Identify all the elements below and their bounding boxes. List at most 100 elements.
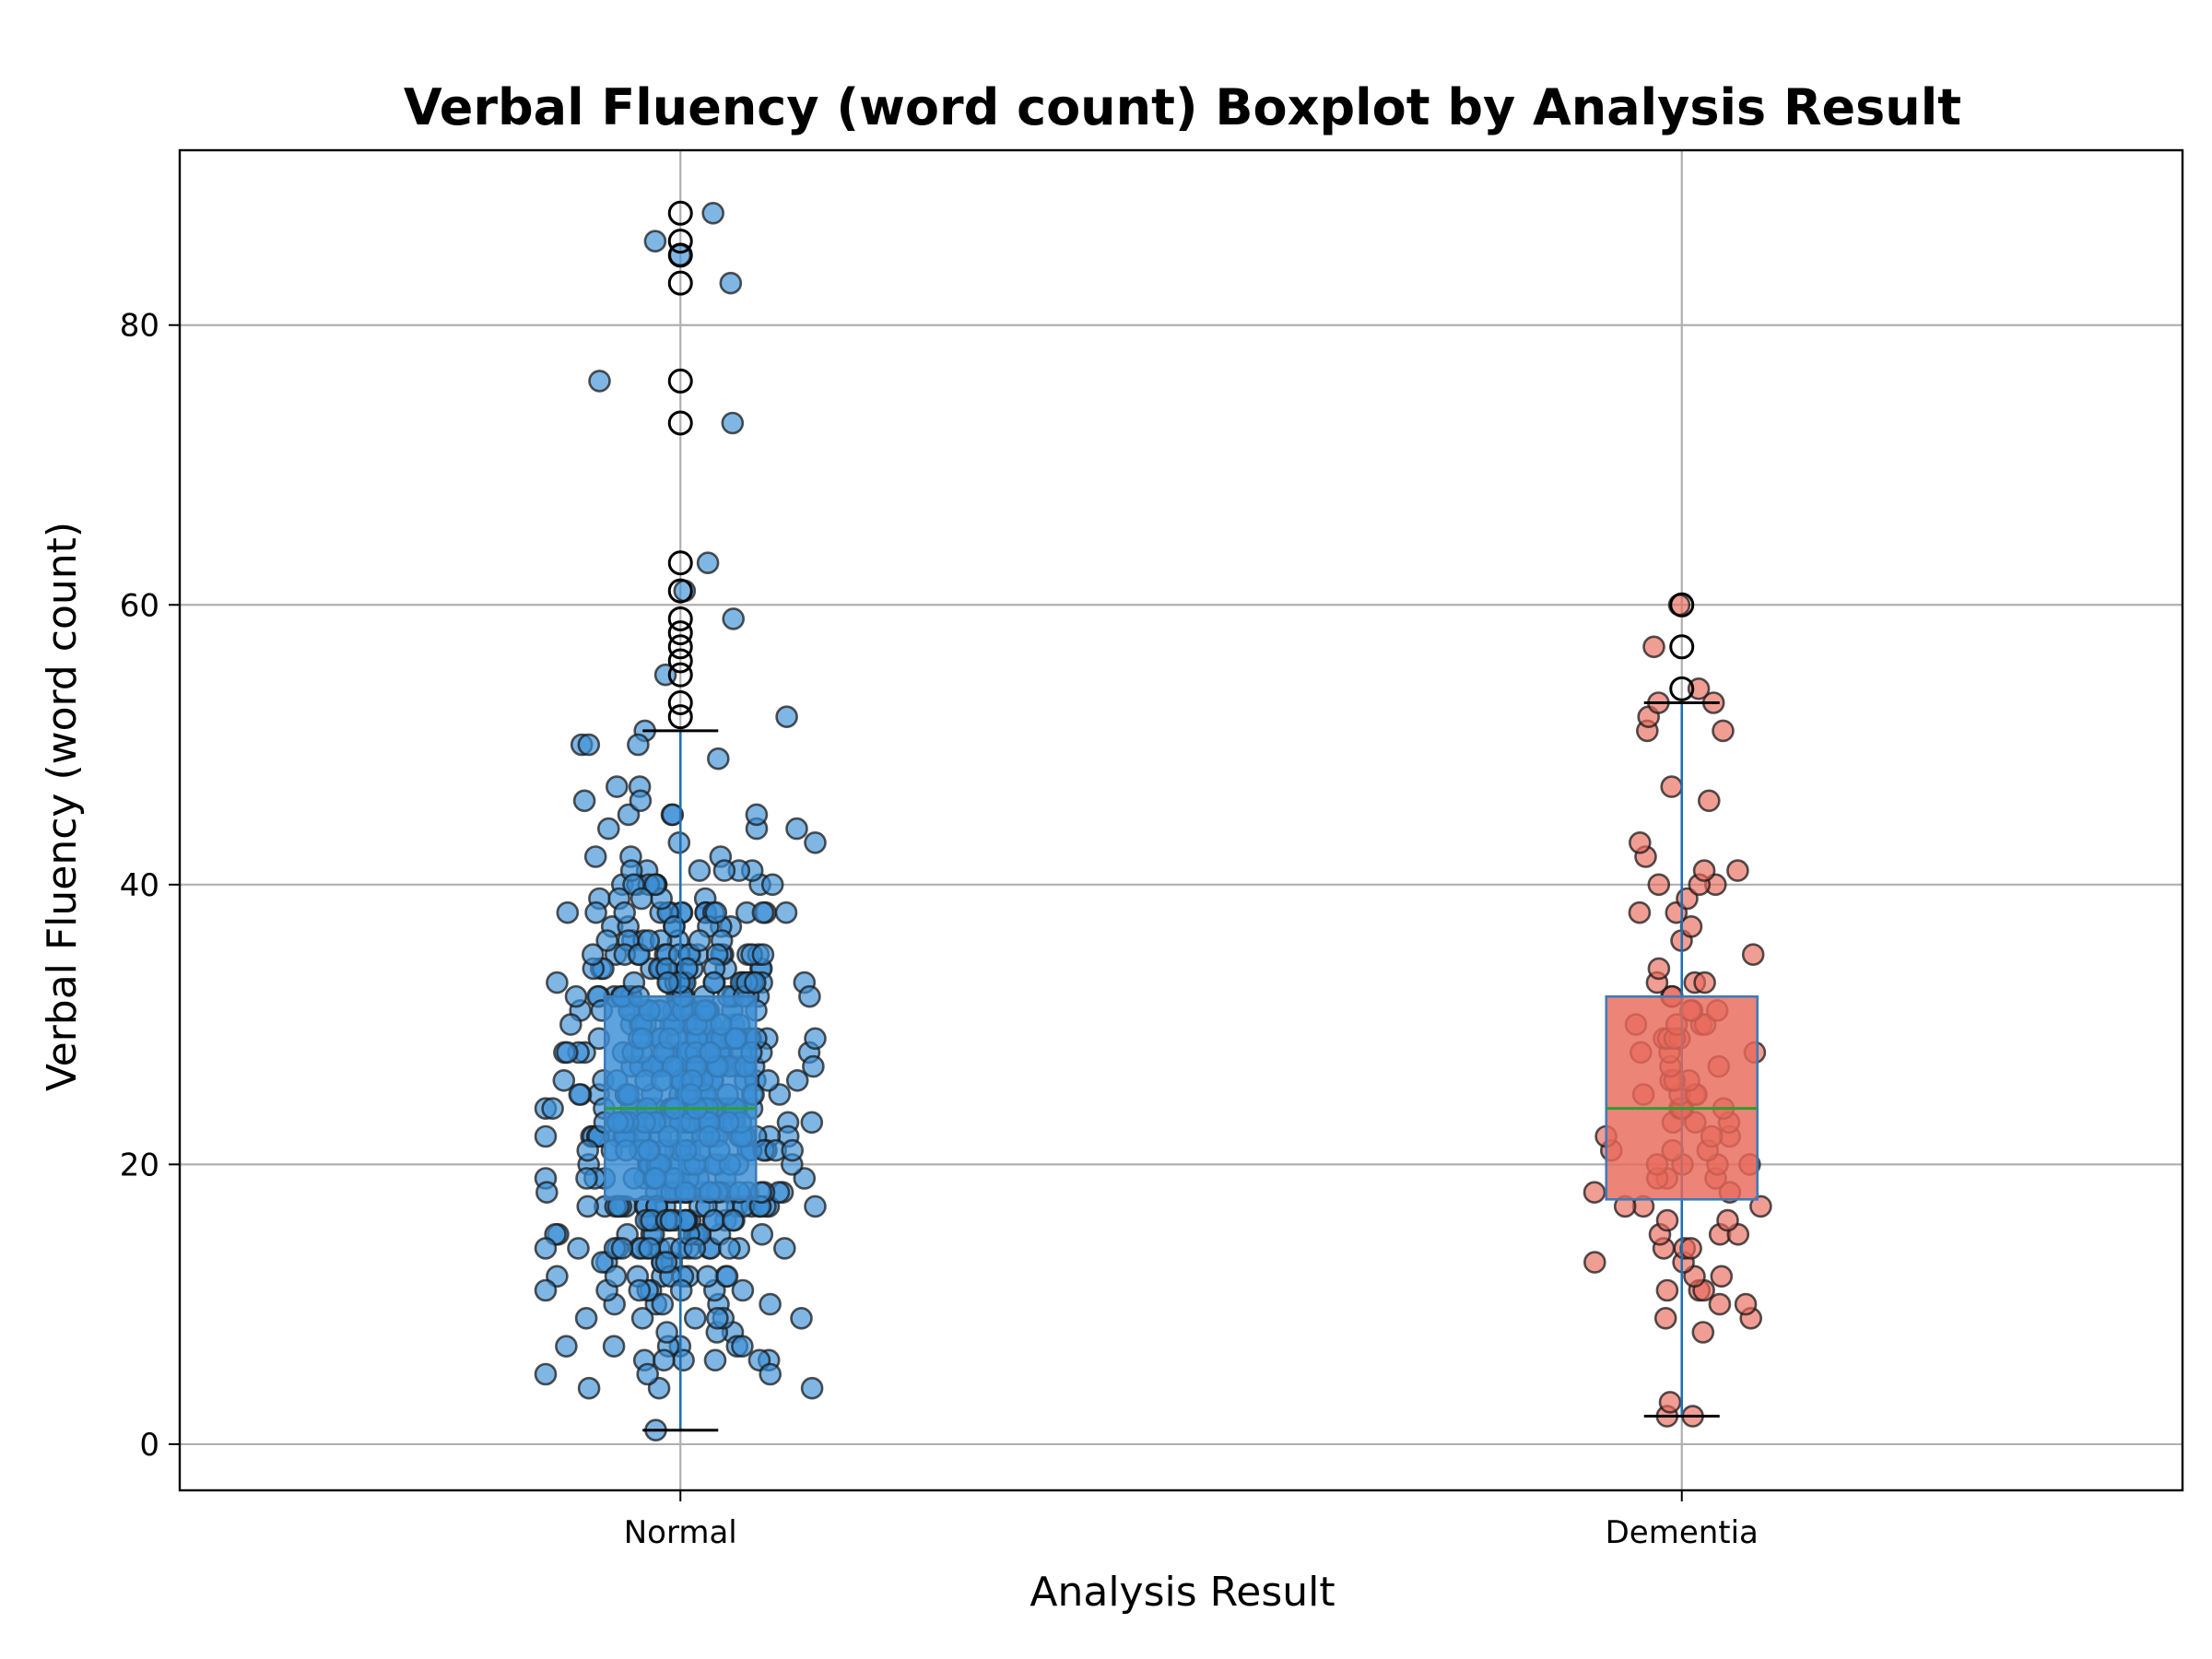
outlier-marker (1669, 676, 1695, 701)
data-point-dementia (1583, 1181, 1606, 1204)
data-point-normal (790, 1307, 813, 1330)
data-point-normal (760, 873, 784, 897)
data-point-dementia (1658, 1391, 1682, 1414)
points-layer (534, 202, 1772, 1441)
outlier-marker (667, 634, 693, 660)
data-point-normal (564, 984, 588, 1008)
data-point-dementia (1698, 789, 1721, 813)
data-point-normal (552, 1069, 576, 1092)
data-point-normal (798, 984, 821, 1008)
data-point-dementia (1710, 1265, 1734, 1288)
data-point-normal (534, 1237, 558, 1260)
data-point-normal (750, 1223, 774, 1246)
data-point-normal (605, 775, 629, 798)
data-point-normal (534, 1362, 558, 1386)
data-point-normal (721, 411, 745, 435)
outlier-marker (667, 550, 693, 576)
data-point-dementia (1655, 1278, 1679, 1302)
data-point-dementia (1583, 1251, 1606, 1274)
data-point-normal (572, 789, 596, 813)
data-point-normal (721, 1208, 745, 1232)
data-point-normal (588, 370, 611, 393)
outlier-marker (667, 606, 693, 631)
data-point-dementia (1679, 1237, 1702, 1260)
data-point-normal (759, 1362, 782, 1386)
data-point-dementia (1712, 719, 1735, 743)
data-point-normal (541, 1097, 564, 1120)
data-point-normal (785, 817, 808, 841)
data-point-normal (577, 1376, 601, 1400)
data-point-normal (654, 1251, 678, 1274)
data-point-normal (636, 1362, 660, 1386)
data-point-dementia (1749, 1194, 1772, 1218)
x-tick-label: Dementia (1606, 1514, 1759, 1551)
data-point-normal (584, 900, 607, 924)
grid-layer (180, 150, 2183, 1490)
data-point-normal (534, 1124, 558, 1148)
data-point-dementia (1734, 1292, 1758, 1316)
outlier-marker (1669, 634, 1695, 660)
data-point-normal (800, 1111, 824, 1135)
data-point-dementia (1691, 1321, 1715, 1344)
data-point-normal (774, 900, 798, 924)
data-point-normal (546, 971, 569, 994)
data-point-normal (576, 1138, 600, 1162)
data-point-normal (643, 873, 667, 897)
data-point-dementia (1692, 859, 1716, 882)
data-point-normal (629, 887, 653, 911)
axis-layer: 0 20 40 60 80 Normal Dementia (120, 148, 2184, 1551)
data-point-normal (804, 1194, 827, 1218)
outlier-marker (1669, 592, 1695, 618)
data-point-normal (655, 1321, 678, 1344)
data-point-normal (745, 803, 769, 827)
data-point-normal (559, 1013, 582, 1036)
data-point-normal (702, 1208, 726, 1232)
y-axis-title: Verbal Fluency (word count) (39, 522, 86, 1091)
box-iqr-dementia (1605, 994, 1759, 1201)
data-point-normal (627, 733, 650, 757)
outlier-marker (667, 270, 693, 296)
data-point-normal (581, 943, 605, 966)
data-point-normal (731, 1335, 754, 1358)
data-point-normal (804, 830, 827, 854)
data-point-normal (602, 1335, 626, 1358)
data-point-normal (772, 1237, 796, 1260)
data-point-normal (757, 1069, 780, 1092)
data-point-normal (704, 900, 728, 924)
data-point-normal (659, 1208, 683, 1232)
data-point-normal (688, 929, 712, 952)
data-point-dementia (1741, 943, 1765, 966)
data-point-normal (653, 1348, 676, 1372)
data-point-normal (759, 1292, 782, 1316)
data-point-normal (575, 1167, 598, 1190)
y-tick-label: 20 (120, 1147, 159, 1183)
data-point-normal (751, 943, 775, 966)
data-point-normal (781, 1138, 805, 1162)
box-layer (603, 200, 1759, 1432)
y-tick-label: 80 (120, 308, 159, 345)
outlier-marker (667, 704, 693, 730)
data-point-normal (535, 1181, 559, 1204)
data-point-normal (556, 1041, 579, 1065)
data-point-normal (706, 1307, 729, 1330)
data-point-normal (556, 900, 580, 924)
data-point-normal (731, 1278, 755, 1302)
data-point-dementia (1655, 1208, 1679, 1232)
outlier-marker (667, 620, 693, 646)
x-tick-label: Normal (624, 1514, 737, 1551)
x-axis-title: Analysis Result (1030, 1569, 1335, 1616)
data-point-dementia (1647, 873, 1671, 897)
data-point-dementia (1660, 775, 1683, 798)
data-point-normal (706, 747, 730, 771)
outlier-marker (667, 648, 693, 674)
data-point-dementia (1653, 1307, 1677, 1330)
y-tick-label: 40 (120, 867, 159, 904)
data-point-normal (591, 1251, 614, 1274)
data-point-normal (583, 845, 607, 868)
data-point-dementia (1716, 1208, 1739, 1232)
data-point-normal (610, 1237, 634, 1260)
data-point-dementia (1628, 900, 1652, 924)
data-point-normal (793, 1167, 817, 1190)
